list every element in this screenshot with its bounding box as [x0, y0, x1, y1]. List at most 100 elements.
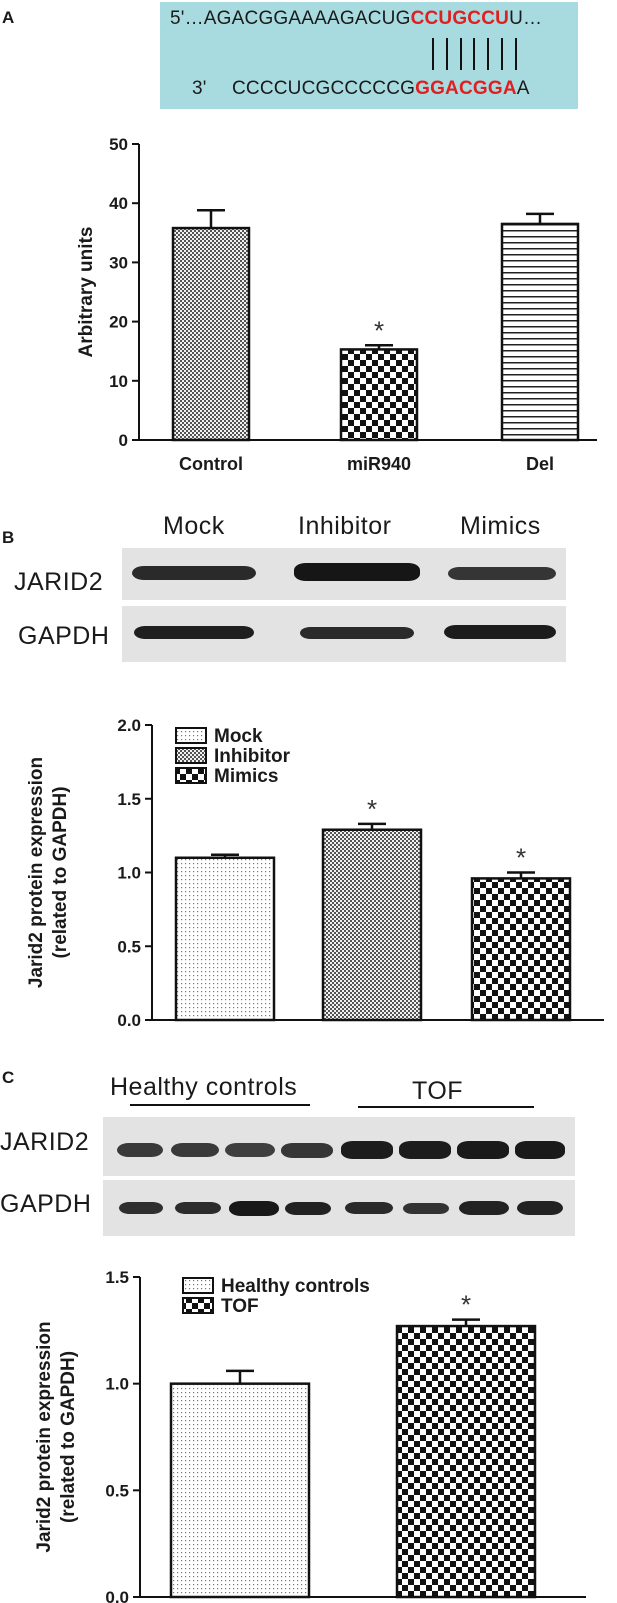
chart-luciferase-activity: 0 10 20 30 40 50 Arbitrary units Control * miR940…: [76, 135, 597, 474]
legend-swatch: [175, 747, 207, 764]
legend-swatch: [182, 1297, 214, 1314]
legend-swatch: [175, 727, 207, 744]
y-axis-label-secondary: (related to GAPDH): [58, 1351, 79, 1523]
y-tick-label: 1.0: [105, 1375, 129, 1394]
y-tick-label: 1.5: [105, 1268, 129, 1287]
sequence-alignment-box: 5'…AGACGGAAAAGACUGCCUGCCUU… 3' CCCCUCGCC…: [160, 2, 578, 109]
blot-band: [134, 626, 254, 639]
y-axis-label: Arbitrary units: [76, 227, 97, 358]
blot-band: [225, 1143, 275, 1157]
blot-band: [285, 1202, 331, 1215]
significance-marker: *: [367, 794, 377, 824]
blot-band: [399, 1141, 451, 1159]
blot-band: [117, 1143, 163, 1157]
bar-tof: [395, 1324, 537, 1599]
blot-b-jarid2-membrane: [122, 548, 566, 600]
blot-band: [175, 1202, 221, 1214]
seq-top-highlight: CCUGCCU: [410, 8, 510, 29]
seq-bottom-highlight: GGACGGA: [415, 78, 517, 99]
y-tick-label: 0.0: [117, 1011, 141, 1030]
seq-top-prefix: 5'…AGACGGAAAAGACUG: [170, 8, 411, 29]
legend-swatch: [182, 1277, 214, 1294]
blot-b-row-jarid2: JARID2: [14, 568, 104, 596]
base-pair-line: [459, 38, 462, 70]
blot-band: [341, 1141, 393, 1159]
x-tick-label: Del: [526, 454, 554, 474]
base-pair-line: [473, 38, 476, 70]
base-pair-line: [432, 38, 434, 70]
blot-band: [517, 1201, 563, 1215]
panel-label-c: C: [2, 1068, 15, 1087]
y-axis-label-secondary: (related to GAPDH): [50, 786, 71, 958]
bar-healthy-controls: [169, 1382, 311, 1599]
blot-band: [171, 1143, 219, 1157]
bar-control: [171, 226, 251, 442]
y-tick-label: 30: [109, 253, 128, 272]
legend-swatch: [175, 767, 207, 784]
blot-b-lane-inhibitor: Inhibitor: [298, 512, 392, 540]
seq-bottom-suffix: A: [516, 78, 530, 99]
group-bracket-healthy: [130, 1104, 310, 1106]
y-tick-label: 1.5: [117, 790, 141, 809]
panel-label-a: A: [2, 8, 15, 27]
y-axis-label: Jarid2 protein expression: [26, 757, 47, 988]
blot-b-lane-mock: Mock: [163, 512, 225, 540]
y-tick-label: 0.5: [105, 1481, 129, 1500]
blot-c-jarid2-membrane: [103, 1117, 575, 1176]
base-pair-line: [487, 38, 490, 70]
base-pair-line: [445, 38, 448, 70]
bar-mimics: [470, 877, 572, 1022]
seq-top-suffix: U…: [509, 8, 543, 29]
x-tick-label: miR940: [347, 454, 411, 474]
blot-band: [444, 625, 556, 639]
chart-jarid2-expression-c: 0.0 0.5 1.0 1.5 Jarid2 protein expression (re…: [34, 1268, 586, 1603]
blot-c-row-jarid2: JARID2: [0, 1128, 90, 1156]
y-tick-label: 0.5: [117, 937, 141, 956]
blot-b-lane-mimics: Mimics: [460, 512, 541, 540]
significance-marker: *: [461, 1290, 471, 1320]
y-tick-label: 40: [109, 194, 128, 213]
panel-label-b: B: [2, 528, 15, 547]
y-axis-label: Jarid2 protein expression: [34, 1321, 55, 1552]
y-tick-label: 1.0: [117, 864, 141, 883]
blot-c-row-gapdh: GAPDH: [0, 1190, 92, 1218]
blot-band: [132, 566, 256, 580]
blot-band: [119, 1202, 163, 1214]
x-tick-label: Control: [179, 454, 243, 474]
blot-band: [515, 1141, 565, 1159]
legend-label: Inhibitor: [214, 746, 291, 767]
seq-bottom-label: 3': [192, 78, 207, 99]
group-bracket-tof: [358, 1106, 534, 1108]
blot-band: [459, 1201, 509, 1215]
y-tick-label: 20: [109, 313, 128, 332]
y-tick-label: 0.0: [105, 1588, 129, 1603]
bar-mock: [174, 856, 276, 1022]
bar-mir940: [339, 348, 419, 442]
blot-b-gapdh-membrane: [122, 606, 566, 662]
significance-marker: *: [516, 843, 526, 873]
blot-band: [403, 1203, 449, 1214]
base-pair-line: [514, 38, 517, 70]
y-tick-label: 50: [109, 135, 128, 154]
blot-band: [448, 567, 556, 580]
blot-c-gapdh-membrane: [103, 1180, 575, 1236]
blot-band: [345, 1202, 393, 1214]
legend-label: Mock: [214, 726, 263, 747]
y-tick-label: 0: [119, 431, 128, 450]
legend-label: Mimics: [214, 766, 278, 787]
legend-label: TOF: [221, 1296, 259, 1317]
significance-marker: *: [374, 315, 384, 345]
chart-jarid2-expression-b: 0.0 0.5 1.0 1.5 2.0 Jarid2 protein expression…: [26, 716, 604, 1030]
blot-band: [229, 1201, 279, 1216]
blot-band: [457, 1141, 509, 1159]
y-tick-label: 10: [109, 372, 128, 391]
mirna-binding-site-top: 5'…AGACGGAAAAGACUGCCUGCCUU…: [170, 8, 542, 30]
base-pair-line: [501, 38, 503, 70]
bar-del: [500, 222, 580, 442]
mirna-sequence-bottom: CCCCUCGCCCCCGGGACGGAA: [232, 78, 530, 100]
blot-band: [300, 627, 414, 639]
blot-c-group-tof: TOF: [412, 1077, 464, 1105]
bar-inhibitor: [321, 828, 423, 1022]
blot-c-group-healthy: Healthy controls: [110, 1073, 298, 1101]
seq-bottom-prefix: CCCCUCGCCCCCG: [232, 78, 416, 99]
